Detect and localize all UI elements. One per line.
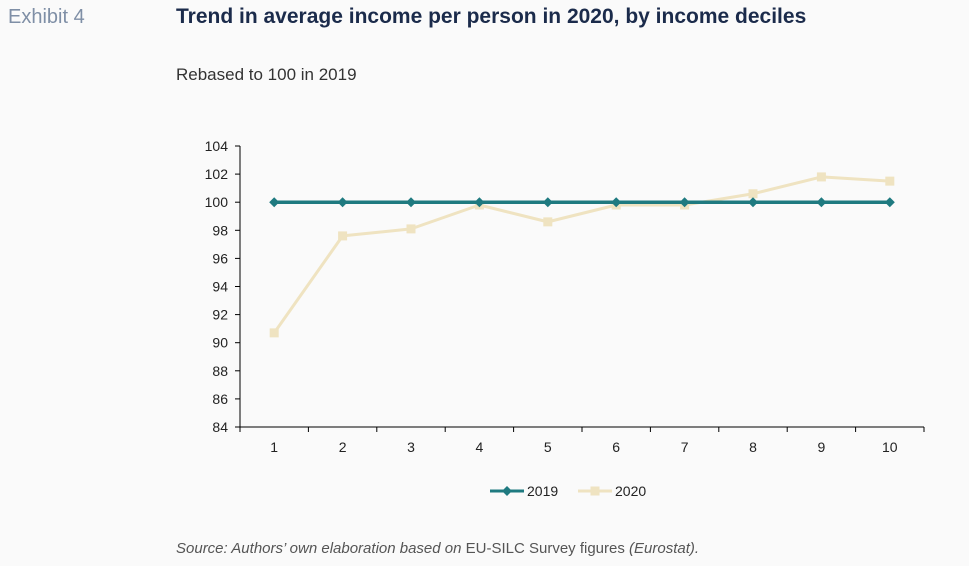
- source-prefix: Source: Authors’ own elaboration based o…: [176, 540, 466, 557]
- y-tick-label: 84: [212, 419, 228, 435]
- legend-item-2019: 2019: [490, 483, 558, 499]
- legend: 2019 2020: [490, 483, 646, 499]
- series-2019: [269, 197, 895, 208]
- data-point-2019: [884, 197, 895, 208]
- data-point-2020: [406, 224, 416, 234]
- x-tick-label: 2: [339, 439, 347, 455]
- y-tick-label: 88: [212, 363, 228, 379]
- data-point-2019: [816, 197, 827, 208]
- series-layer: [269, 172, 895, 338]
- x-tick-label: 8: [749, 439, 757, 455]
- x-tick-label: 5: [544, 439, 552, 455]
- y-tick-label: 92: [212, 307, 228, 323]
- data-point-2020: [748, 189, 758, 199]
- legend-label: 2019: [527, 483, 558, 499]
- data-point-2019: [337, 197, 348, 208]
- y-tick-label: 100: [205, 194, 229, 210]
- exhibit-label: Exhibit 4: [8, 6, 85, 28]
- data-point-2019: [679, 197, 690, 208]
- y-tick-label: 102: [205, 166, 229, 182]
- y-tick-label: 98: [212, 222, 228, 238]
- data-point-2020: [885, 176, 895, 186]
- y-tick-label: 90: [212, 335, 228, 351]
- legend-swatch-marker: [590, 486, 600, 496]
- x-tick-label: 3: [407, 439, 415, 455]
- series-2020: [269, 172, 895, 338]
- x-tick-label: 6: [612, 439, 620, 455]
- data-point-2019: [406, 197, 416, 208]
- y-tick-label: 94: [212, 279, 228, 295]
- legend-label: 2020: [615, 483, 646, 499]
- source-note: Source: Authors’ own elaboration based o…: [176, 540, 699, 557]
- data-point-2019: [269, 197, 280, 208]
- x-ticks: 1 2 3 4 5 6 7 8 9 10: [239, 427, 925, 455]
- x-tick-label: 1: [270, 439, 278, 455]
- data-point-2020: [543, 217, 553, 227]
- data-point-2019: [474, 197, 485, 208]
- data-point-2020: [816, 172, 826, 182]
- source-suffix: (Eurostat).: [624, 540, 700, 557]
- data-point-2020: [338, 231, 348, 241]
- y-tick-label: 86: [212, 391, 228, 407]
- legend-swatch-marker: [502, 486, 512, 496]
- x-tick-label: 7: [681, 439, 689, 455]
- data-point-2019: [611, 197, 622, 208]
- legend-item-2020: 2020: [578, 483, 646, 499]
- x-tick-label: 4: [476, 439, 484, 455]
- x-tick-label: 9: [818, 439, 826, 455]
- data-point-2019: [542, 197, 553, 208]
- x-tick-label: 10: [882, 439, 898, 455]
- y-ticks: 84 86 88 90 92 94 96 98 100 102 104: [205, 138, 240, 435]
- chart-subtitle: Rebased to 100 in 2019: [176, 65, 357, 84]
- y-tick-label: 104: [205, 138, 229, 154]
- y-tick-label: 96: [212, 250, 228, 266]
- data-point-2019: [748, 197, 758, 208]
- axes: [239, 146, 924, 428]
- chart-title: Trend in average income per person in 20…: [176, 5, 807, 28]
- data-point-2020: [269, 328, 279, 338]
- source-middle: EU-SILC Survey figures: [465, 540, 625, 557]
- series-line-2020: [272, 175, 890, 334]
